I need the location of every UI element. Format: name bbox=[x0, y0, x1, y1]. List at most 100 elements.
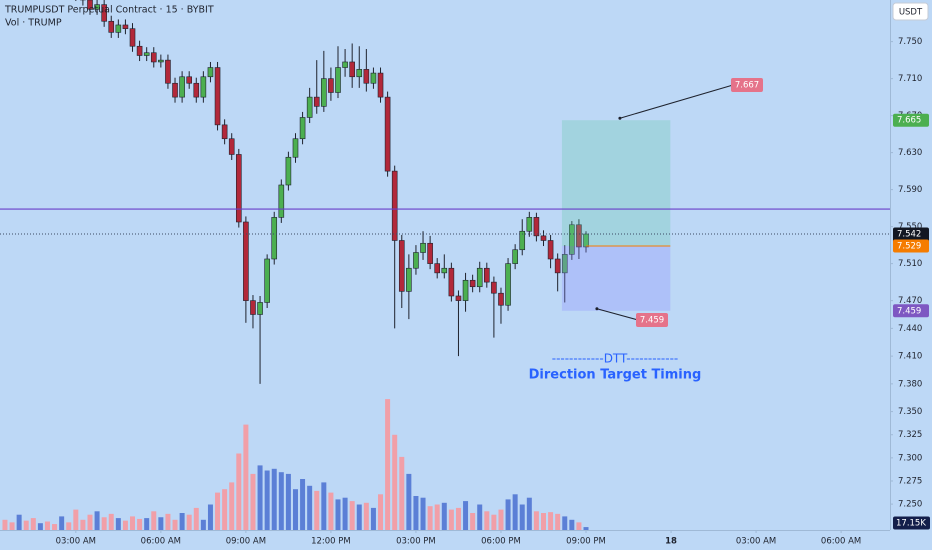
x-tick-label: 06:00 AM bbox=[821, 537, 861, 547]
candle-body bbox=[377, 72, 384, 98]
volume-bar bbox=[101, 517, 107, 530]
volume-bar bbox=[470, 513, 476, 530]
candle-body bbox=[469, 279, 476, 288]
volume-bar bbox=[385, 399, 391, 530]
y-tick-label: 7.325 bbox=[898, 430, 922, 440]
candle-body bbox=[413, 252, 419, 269]
volume-bar bbox=[356, 504, 362, 530]
volume-bar bbox=[562, 516, 568, 530]
callout-anchor bbox=[595, 307, 599, 311]
volume-bar bbox=[406, 473, 412, 530]
price-badge-label: 7.665 bbox=[897, 116, 921, 126]
candle-body bbox=[186, 76, 192, 84]
volume-bar bbox=[300, 479, 306, 530]
callout-label: 7.459 bbox=[640, 316, 664, 326]
volume-bar bbox=[491, 514, 497, 530]
y-tick-label: 7.630 bbox=[898, 148, 922, 158]
volume-bar bbox=[193, 507, 199, 530]
callout-box bbox=[636, 313, 668, 327]
volume-bar bbox=[257, 465, 263, 530]
candle-body bbox=[172, 82, 178, 98]
currency-button[interactable] bbox=[892, 2, 929, 21]
candle-body bbox=[207, 67, 214, 78]
volume-bar bbox=[264, 470, 270, 530]
candle-body bbox=[257, 302, 263, 315]
volume-bar bbox=[229, 482, 235, 530]
candle-body bbox=[313, 96, 320, 107]
volume-bar bbox=[576, 522, 582, 530]
volume-bar bbox=[533, 511, 539, 530]
candle-body bbox=[476, 267, 483, 288]
price-badge-label: 7.542 bbox=[897, 230, 921, 240]
volume-bar bbox=[271, 468, 277, 530]
volume-bar bbox=[292, 489, 298, 530]
x-tick-label: 03:00 PM bbox=[396, 537, 436, 547]
chart-title: TRUMPUSDT Perpetual Contract · 15 · BYBI… bbox=[4, 5, 214, 16]
volume-bar bbox=[243, 424, 249, 530]
candle-body bbox=[519, 230, 526, 251]
volume-bar bbox=[108, 513, 114, 530]
volume-bar bbox=[321, 482, 327, 530]
price-badge bbox=[893, 304, 929, 318]
volume-bar bbox=[335, 499, 341, 530]
candle-body bbox=[583, 233, 589, 248]
volume-bar bbox=[215, 492, 221, 530]
volume-bar bbox=[484, 511, 490, 530]
candle-body bbox=[122, 24, 129, 29]
currency-button-label[interactable]: USDT bbox=[899, 8, 923, 18]
candle-body bbox=[540, 235, 547, 241]
candle-body bbox=[448, 267, 455, 297]
candle-body bbox=[569, 224, 575, 255]
volume-bar bbox=[9, 522, 15, 530]
volume-bar bbox=[66, 522, 72, 530]
candle-body bbox=[420, 242, 426, 253]
x-tick-label: 06:00 AM bbox=[141, 537, 181, 547]
candle-body bbox=[455, 295, 462, 301]
overlay: 7.667 7.459 bbox=[0, 78, 890, 327]
candle-body bbox=[328, 78, 334, 93]
x-tick-label: 03:00 AM bbox=[56, 537, 96, 547]
y-tick-label: 7.550 bbox=[898, 222, 922, 232]
volume-bar bbox=[115, 518, 121, 530]
candle-body bbox=[299, 117, 306, 140]
candle-body bbox=[391, 170, 398, 241]
y-tick-label: 7.380 bbox=[898, 379, 922, 389]
volume-bar bbox=[44, 521, 50, 530]
volume-bar bbox=[441, 502, 447, 530]
x-tick-label: 18 bbox=[665, 537, 677, 547]
volume-bar bbox=[278, 472, 284, 530]
position-stop-zone bbox=[561, 246, 671, 311]
volume-bar bbox=[52, 524, 58, 530]
candle-body bbox=[462, 279, 469, 301]
volume-bar bbox=[23, 520, 29, 530]
price-badge-label: 7.459 bbox=[897, 306, 921, 316]
volume-bar bbox=[144, 518, 150, 530]
candle-body bbox=[356, 69, 363, 78]
candle-body bbox=[271, 217, 278, 260]
volume-badge bbox=[893, 516, 930, 530]
volume-bar bbox=[222, 489, 228, 530]
volume-bar bbox=[207, 504, 213, 530]
candle-body bbox=[384, 96, 391, 172]
candle-body bbox=[292, 138, 299, 158]
y-tick-label: 7.470 bbox=[898, 296, 922, 306]
volume-bar bbox=[512, 494, 518, 530]
candle-body bbox=[158, 59, 164, 63]
candle-body bbox=[547, 240, 554, 260]
candle-body bbox=[214, 67, 221, 126]
volume-bar bbox=[455, 507, 461, 530]
volume-bar bbox=[73, 509, 79, 530]
volume-bar bbox=[505, 499, 511, 530]
callout-box bbox=[731, 78, 763, 92]
price-badge-label: 7.529 bbox=[897, 242, 921, 252]
candle-body bbox=[221, 124, 228, 140]
candle-body bbox=[150, 52, 157, 63]
candle-body bbox=[554, 258, 561, 274]
candle-body bbox=[370, 72, 377, 84]
volume-bar bbox=[342, 497, 348, 530]
volume-bar bbox=[392, 434, 398, 530]
volume-bar bbox=[151, 511, 157, 530]
volume-bar bbox=[498, 509, 504, 530]
volume-bar bbox=[583, 527, 589, 530]
